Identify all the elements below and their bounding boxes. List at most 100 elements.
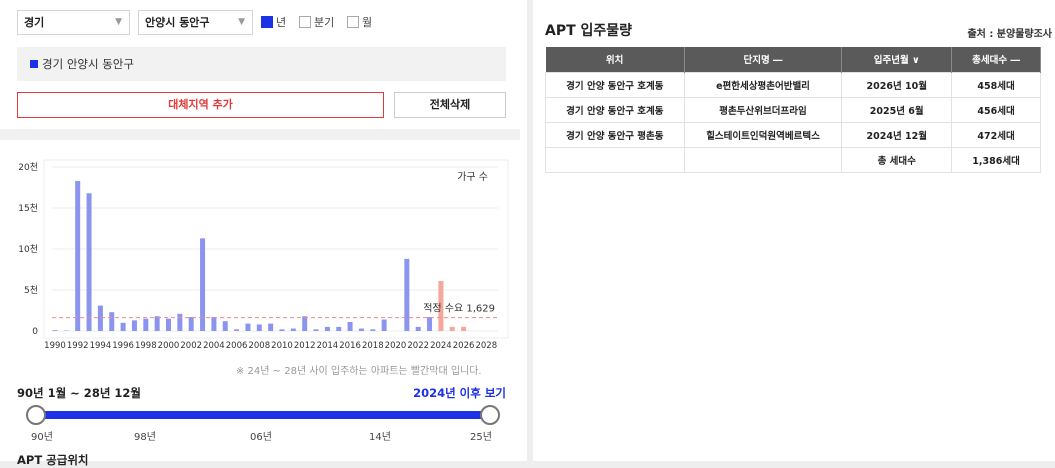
period-label: 월 [362,16,372,29]
chart-bar [382,320,387,331]
chart-bar [416,327,421,331]
table-total-row: 총 세대수 1,386세대 [546,147,1041,172]
section-title-apt-location: APT 공급위치 [17,452,89,468]
province-select[interactable]: 경기 ▼ [17,10,130,35]
province-select-value: 경기 [24,16,44,29]
chevron-down-icon: ▼ [115,11,122,34]
cell-move-in: 2024년 12월 [842,122,952,147]
chart-bar [121,323,126,331]
right-panel: APT 입주물량 출처 : 분양물량조사 위치 단지명 ― 입주년월 ∨ 총세대… [533,0,1055,461]
chart-bar [257,324,262,331]
period-label: 분기 [314,16,334,29]
chart-bar [348,322,353,331]
legend-square-icon [30,60,38,68]
proper-demand-label: 적정 수요 1,629 [423,303,495,315]
slider-tick: 14년 [369,428,391,443]
y-unit-label: 가구 수 [457,171,488,183]
chevron-down-icon: ▼ [238,11,245,34]
checkbox-unchecked-icon [347,16,359,28]
add-region-button[interactable]: 대체지역 추가 [17,92,384,118]
period-checkbox-month[interactable]: 월 [347,16,372,29]
chart-bar [223,321,228,331]
district-select[interactable]: 안양시 동안구 ▼ [138,10,253,35]
y-tick-label: 15천 [18,203,38,214]
x-tick-label: 1996 [112,341,134,351]
chart-bar [200,238,205,331]
chart-bar [87,193,92,331]
move-in-table: 위치 단지명 ― 입주년월 ∨ 총세대수 ― 경기 안양 동안구 호계동 e편한… [545,47,1041,173]
slider-tick: 98년 [134,428,156,443]
x-tick-label: 1992 [67,341,89,351]
period-slider-track[interactable] [36,411,490,419]
x-tick-label: 2006 [226,341,248,351]
cell-empty [546,147,685,172]
x-tick-label: 2018 [362,341,384,351]
x-tick-label: 2012 [294,341,316,351]
chart-bar [234,329,239,331]
x-tick-label: 2010 [271,341,293,351]
chart-bar [404,259,409,331]
slider-tick: 06년 [250,428,272,443]
period-checkbox-quarter[interactable]: 분기 [299,16,334,29]
cell-complex: e편한세상평촌어반밸리 [684,72,842,97]
cell-households: 456세대 [952,97,1041,122]
left-panel: 경기 ▼ 안양시 동안구 ▼ 년 분기 월 경기 안양시 동안구 대체지역 추가… [0,0,527,461]
chart-note: ※ 24년 ~ 28년 사이 입주하는 아파트는 빨간막대 입니다. [236,362,482,377]
chart-bar [291,329,296,331]
x-tick-label: 2014 [317,341,339,351]
slider-tick: 90년 [31,428,53,443]
column-header-complex-sortable[interactable]: 단지명 ― [684,47,842,72]
table-row: 경기 안양 동안구 평촌동 힐스테이트인덕원역베르텍스 2024년 12월 47… [546,122,1041,147]
chart-bar [268,324,273,331]
chart-bar [132,320,137,331]
cell-location: 경기 안양 동안구 호계동 [546,97,685,122]
chart-bar [450,327,455,331]
chart-bar [177,314,182,331]
cell-location: 경기 안양 동안구 호계동 [546,72,685,97]
x-tick-label: 1998 [135,341,157,351]
chart-bar [189,317,194,331]
chart-bar [53,330,58,331]
cell-complex: 힐스테이트인덕원역베르텍스 [684,122,842,147]
chart-bar [245,324,250,331]
selected-region: 경기 안양시 동안구 [17,47,506,81]
y-tick-label: 10천 [18,244,38,255]
district-select-value: 안양시 동안구 [145,16,210,29]
x-tick-label: 2026 [453,341,475,351]
cell-households: 472세대 [952,122,1041,147]
y-tick-label: 20천 [18,162,38,173]
chart-bar [280,329,285,331]
x-tick-label: 2008 [248,341,270,351]
delete-all-button[interactable]: 전체삭제 [394,92,506,118]
slider-tick: 25년 [470,428,492,443]
slider-end-handle[interactable] [480,405,500,425]
checkbox-checked-icon [261,16,273,28]
table-header-row: 위치 단지명 ― 입주년월 ∨ 총세대수 ― [546,47,1041,72]
chart-bar [336,327,341,331]
x-tick-label: 2028 [475,341,497,351]
x-tick-label: 2000 [158,341,180,351]
chart-bar [427,317,432,331]
chart-bar [302,316,307,331]
chart-bar [109,312,114,331]
cell-households: 458세대 [952,72,1041,97]
x-tick-label: 2020 [385,341,407,351]
column-header-move-in-sortable[interactable]: 입주년월 ∨ [842,47,952,72]
chart-bar [314,329,319,331]
chart-bar [155,316,160,331]
y-tick-label: 5천 [24,285,38,296]
x-tick-label: 1990 [44,341,66,351]
x-tick-label: 2016 [339,341,361,351]
chart-bar [370,329,375,331]
period-label: 년 [276,16,286,29]
table-row: 경기 안양 동안구 호계동 평촌두산위브더프라임 2025년 6월 456세대 [546,97,1041,122]
table-row: 경기 안양 동안구 호계동 e편한세상평촌어반밸리 2026년 10월 458세… [546,72,1041,97]
source-label: 출처 : 분양물량조사 [967,25,1052,40]
chart-bar [211,317,216,331]
slider-start-handle[interactable] [26,405,46,425]
total-households: 1,386세대 [952,147,1041,172]
column-header-households-sortable[interactable]: 총세대수 ― [952,47,1041,72]
period-checkbox-year[interactable]: 년 [261,16,286,29]
after-2024-link[interactable]: 2024년 이후 보기 [413,385,506,401]
